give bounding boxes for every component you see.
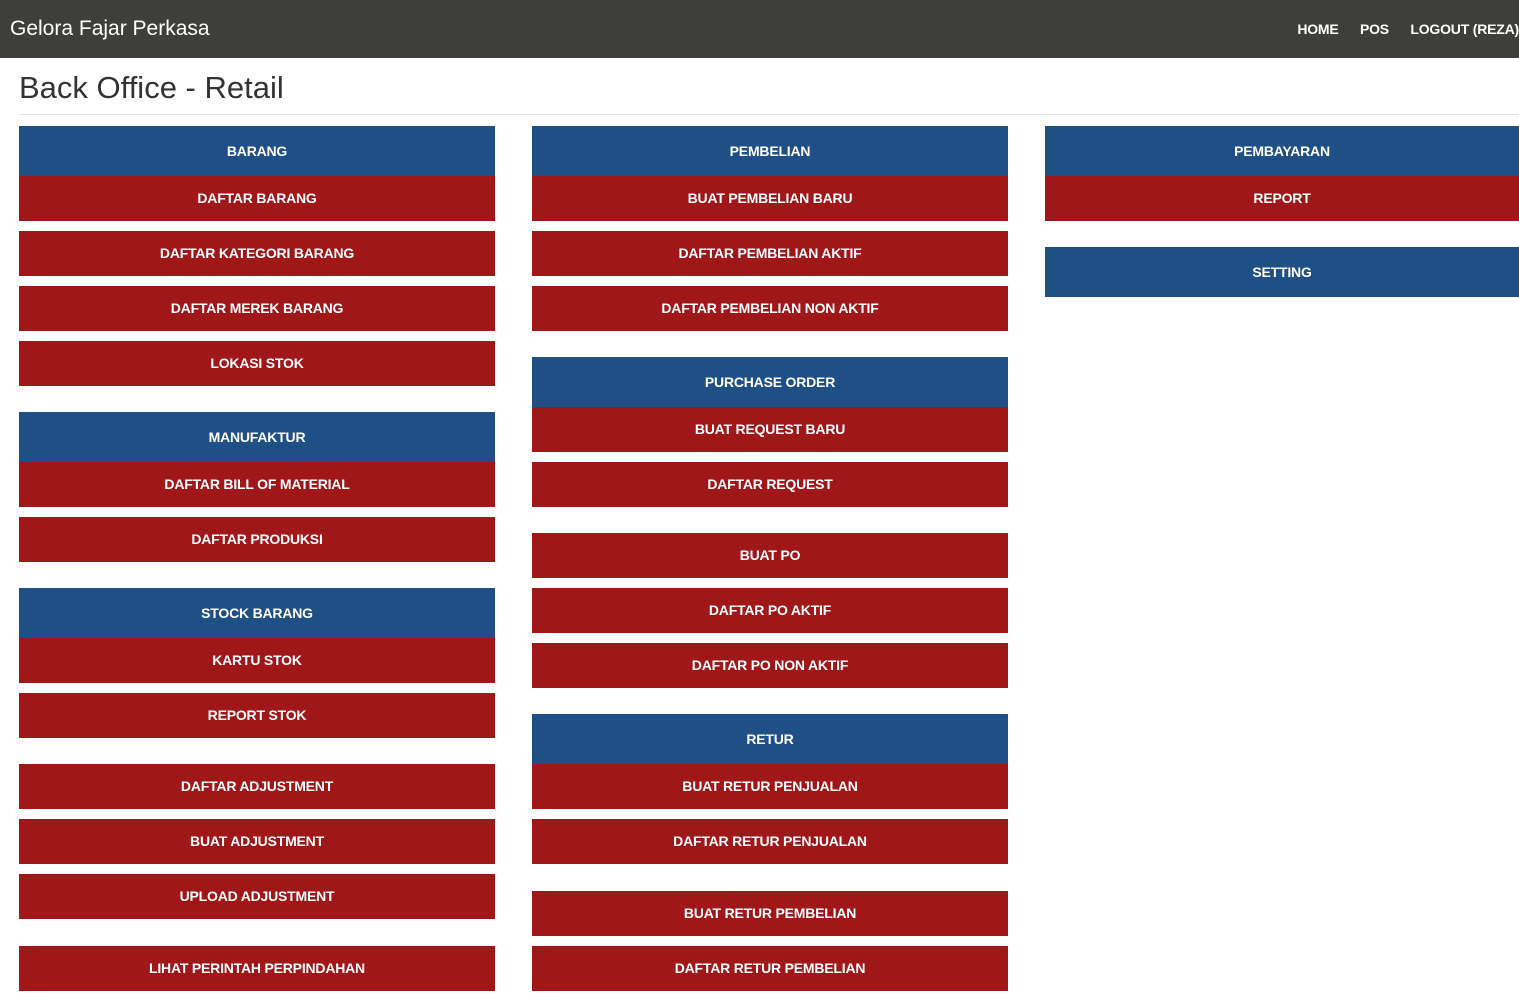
title-divider	[19, 114, 1519, 115]
menu-button-setting[interactable]: SETTING	[1045, 247, 1519, 297]
section-header-barang: BARANG	[19, 126, 495, 176]
menu-button-buat-retur-penjualan[interactable]: BUAT RETUR PENJUALAN	[532, 764, 1008, 809]
nav-pos-link[interactable]: POS	[1359, 21, 1389, 37]
menu-button-daftar-pembelian-non-aktif[interactable]: DAFTAR PEMBELIAN NON AKTIF	[532, 286, 1008, 331]
menu-button-lokasi-stok[interactable]: LOKASI STOK	[19, 341, 495, 386]
section-header-purchase-order: PURCHASE ORDER	[532, 357, 1008, 407]
menu-button-buat-request-baru[interactable]: BUAT REQUEST BARU	[532, 407, 1008, 452]
page-title: Back Office - Retail	[19, 70, 284, 105]
menu-button-buat-pembelian-baru[interactable]: BUAT PEMBELIAN BARU	[532, 176, 1008, 221]
menu-button-buat-retur-pembelian[interactable]: BUAT RETUR PEMBELIAN	[532, 891, 1008, 936]
menu-button-report[interactable]: REPORT	[1045, 176, 1519, 221]
menu-button-upload-adjustment[interactable]: UPLOAD ADJUSTMENT	[19, 874, 495, 919]
menu-button-daftar-pembelian-aktif[interactable]: DAFTAR PEMBELIAN AKTIF	[532, 231, 1008, 276]
menu-button-daftar-retur-pembelian[interactable]: DAFTAR RETUR PEMBELIAN	[532, 946, 1008, 991]
nav-links: HOME POS LOGOUT (REZA)	[1280, 20, 1519, 39]
menu-button-daftar-produksi[interactable]: DAFTAR PRODUKSI	[19, 517, 495, 562]
menu-button-daftar-merek-barang[interactable]: DAFTAR MEREK BARANG	[19, 286, 495, 331]
menu-button-daftar-po-non-aktif[interactable]: DAFTAR PO NON AKTIF	[532, 643, 1008, 688]
menu-button-lihat-perintah-perpindahan[interactable]: LIHAT PERINTAH PERPINDAHAN	[19, 946, 495, 991]
brand-name[interactable]: Gelora Fajar Perkasa	[10, 17, 210, 40]
section-header-pembayaran: PEMBAYARAN	[1045, 126, 1519, 176]
menu-button-daftar-adjustment[interactable]: DAFTAR ADJUSTMENT	[19, 764, 495, 809]
menu-button-daftar-retur-penjualan[interactable]: DAFTAR RETUR PENJUALAN	[532, 819, 1008, 864]
section-header-retur: RETUR	[532, 714, 1008, 764]
section-header-manufaktur: MANUFAKTUR	[19, 412, 495, 462]
menu-button-buat-adjustment[interactable]: BUAT ADJUSTMENT	[19, 819, 495, 864]
menu-button-report-stok[interactable]: REPORT STOK	[19, 693, 495, 738]
menu-button-kartu-stok[interactable]: KARTU STOK	[19, 638, 495, 683]
menu-button-daftar-barang[interactable]: DAFTAR BARANG	[19, 176, 495, 221]
menu-button-buat-po[interactable]: BUAT PO	[532, 533, 1008, 578]
nav-home-link[interactable]: HOME	[1297, 21, 1339, 37]
menu-button-daftar-request[interactable]: DAFTAR REQUEST	[532, 462, 1008, 507]
menu-button-daftar-kategori-barang[interactable]: DAFTAR KATEGORI BARANG	[19, 231, 495, 276]
top-navbar: Gelora Fajar Perkasa HOME POS LOGOUT (RE…	[0, 0, 1519, 58]
menu-button-daftar-bill-of-material[interactable]: DAFTAR BILL OF MATERIAL	[19, 462, 495, 507]
menu-button-daftar-po-aktif[interactable]: DAFTAR PO AKTIF	[532, 588, 1008, 633]
section-header-stock-barang: STOCK BARANG	[19, 588, 495, 638]
section-header-pembelian: PEMBELIAN	[532, 126, 1008, 176]
nav-logout-link[interactable]: LOGOUT (REZA)	[1410, 21, 1519, 37]
